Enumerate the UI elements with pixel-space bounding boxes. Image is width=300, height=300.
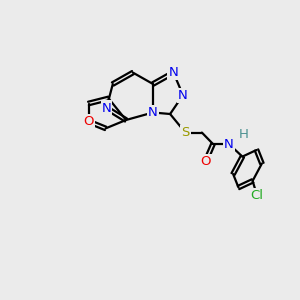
Text: N: N <box>224 137 234 151</box>
Text: O: O <box>200 155 211 168</box>
Text: Cl: Cl <box>250 189 264 202</box>
Text: N: N <box>178 88 188 102</box>
Text: O: O <box>83 115 94 128</box>
Text: H: H <box>238 128 248 141</box>
Text: N: N <box>102 101 111 115</box>
Text: S: S <box>181 126 190 139</box>
Text: N: N <box>148 106 158 119</box>
Text: N: N <box>169 66 178 79</box>
